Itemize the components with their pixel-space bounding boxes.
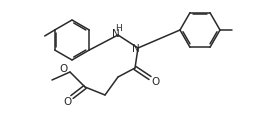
- Text: N: N: [112, 29, 120, 39]
- Text: O: O: [63, 97, 71, 107]
- Text: H: H: [116, 24, 122, 32]
- Text: O: O: [151, 77, 159, 87]
- Text: O: O: [60, 64, 68, 74]
- Text: N: N: [132, 44, 140, 54]
